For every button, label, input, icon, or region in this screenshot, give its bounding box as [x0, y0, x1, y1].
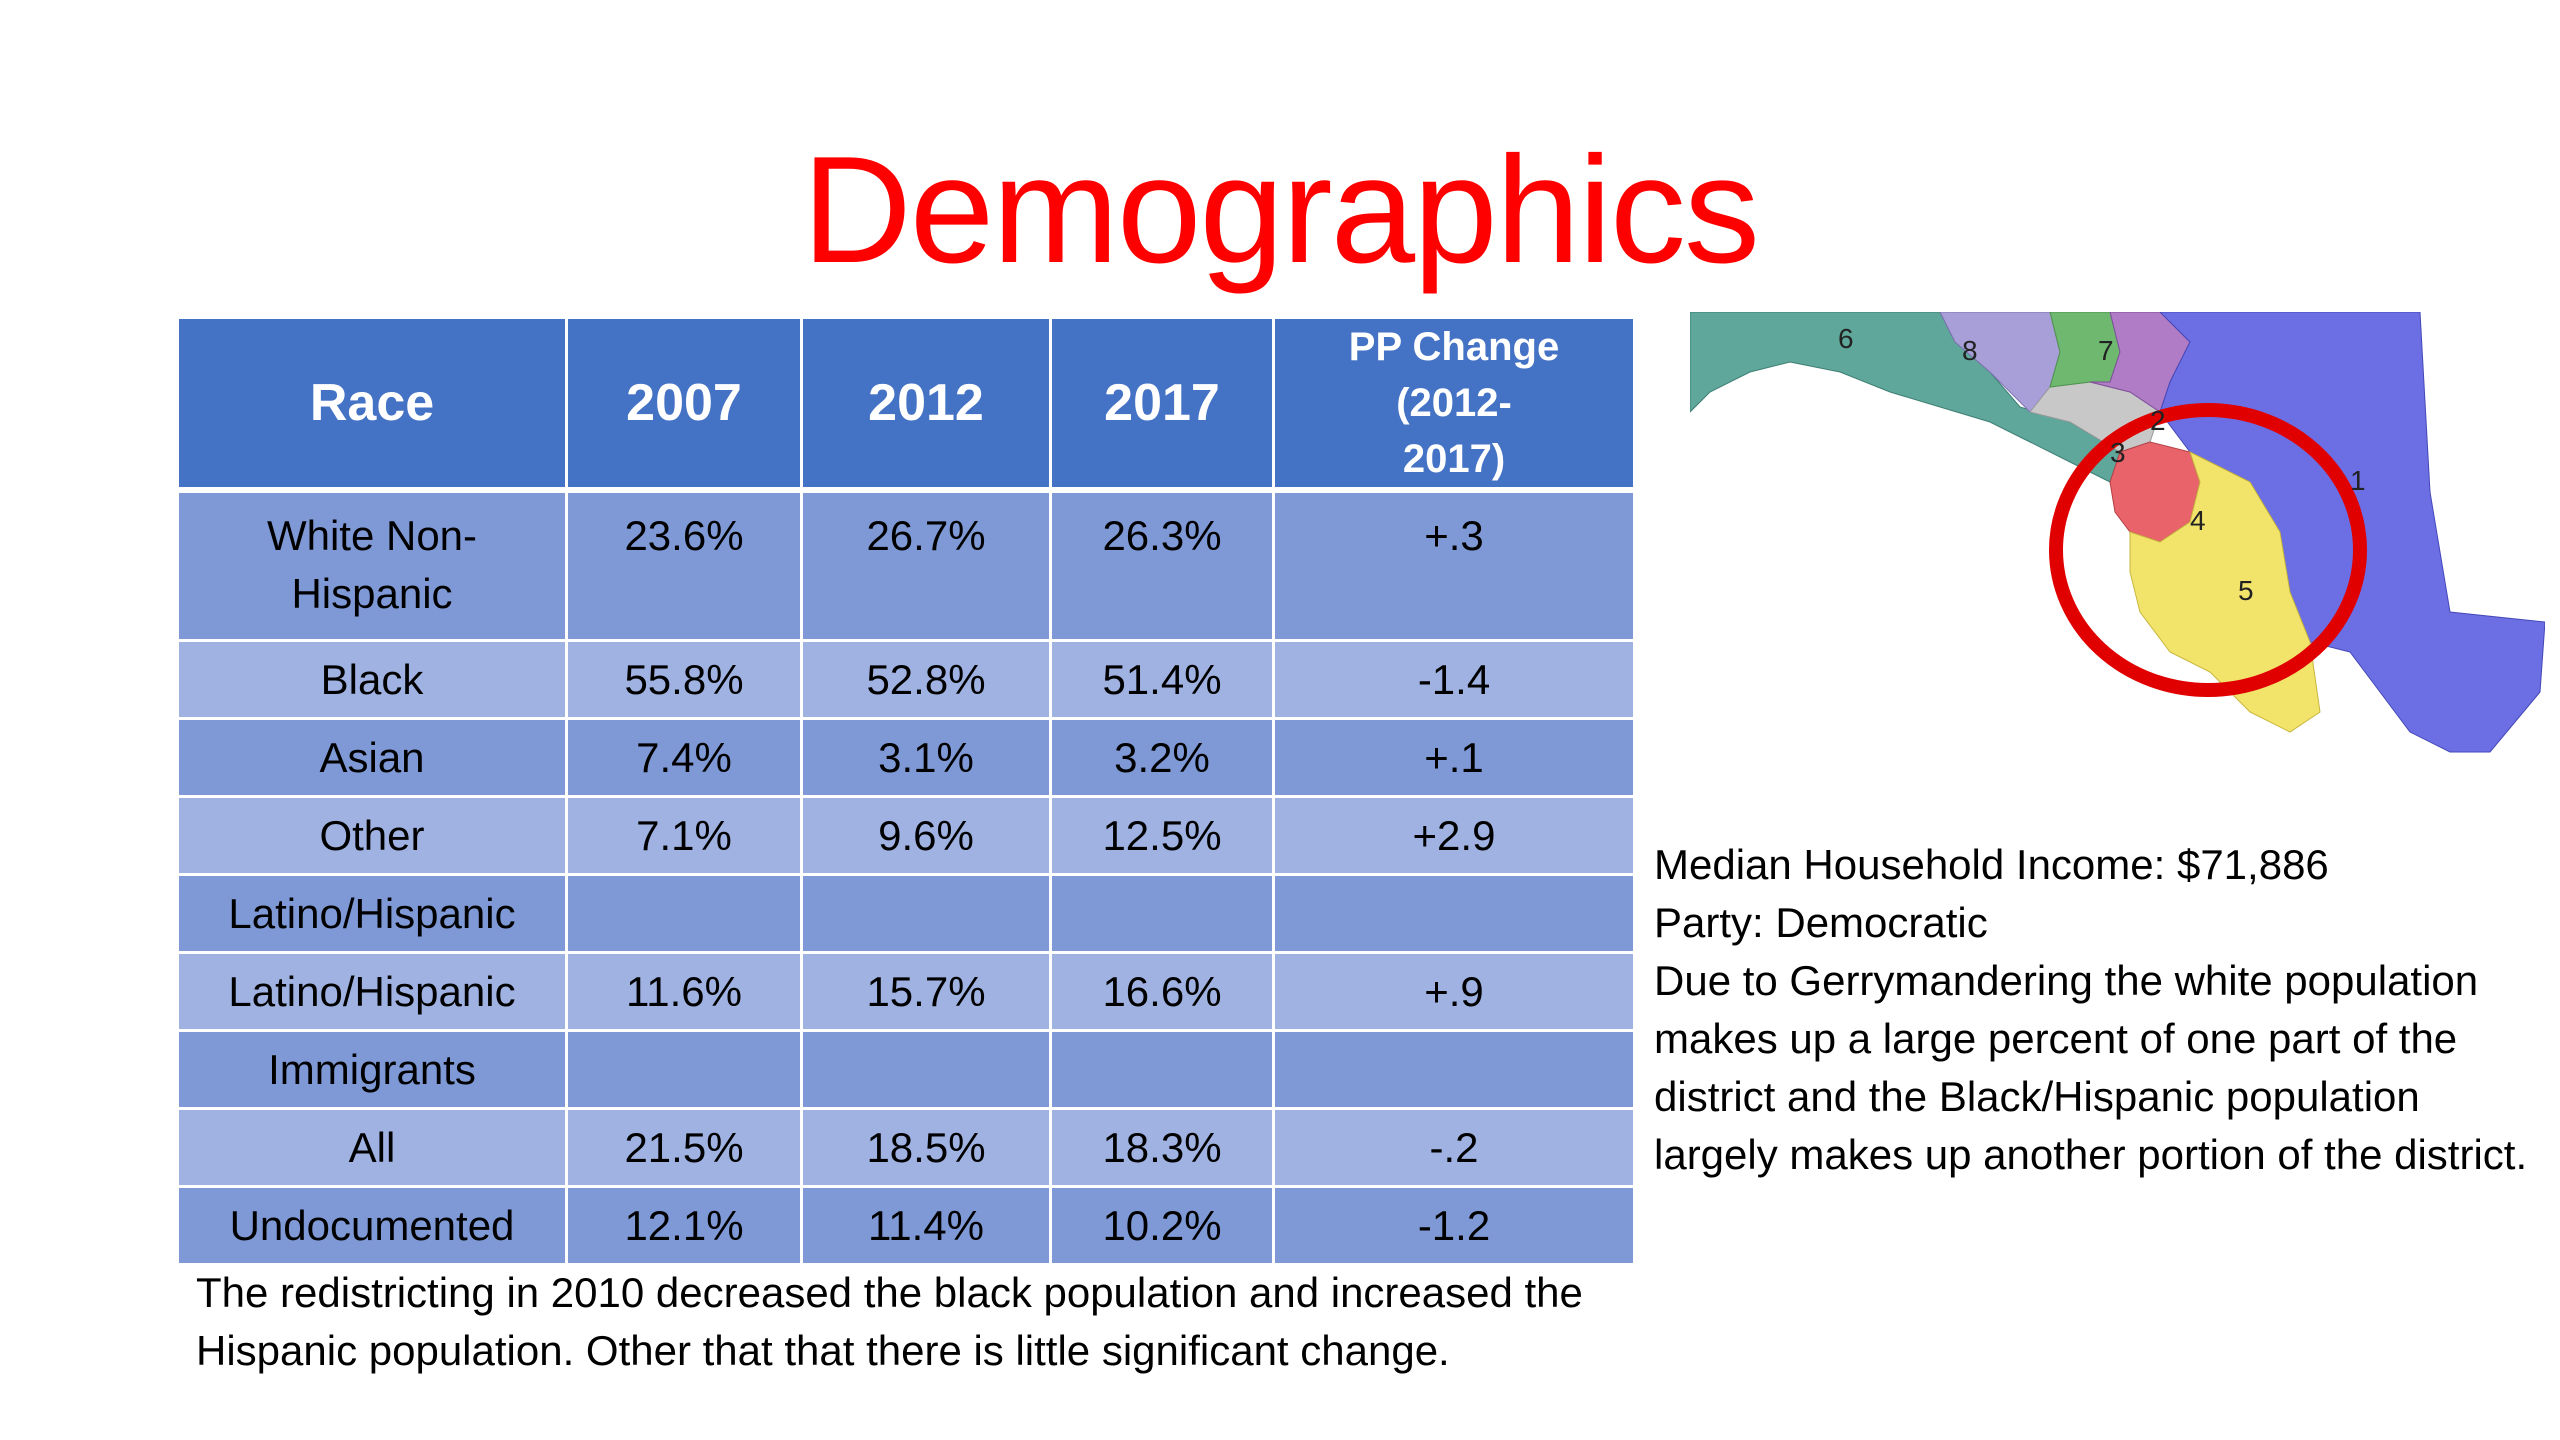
race-line1: White Non- [266, 512, 478, 559]
value-2012: 9.6% [800, 795, 1052, 876]
value-pp: +2.9 [1272, 795, 1636, 876]
value-2017: 10.2% [1049, 1185, 1275, 1266]
median-income: Median Household Income: $71,886 [1654, 841, 2329, 888]
value-2007: 12.1% [565, 1185, 803, 1266]
race-cell: Black [176, 639, 568, 720]
header-2012: 2012 [800, 316, 1052, 493]
district-label: 1 [2350, 465, 2366, 496]
value-2017: 16.6% [1049, 951, 1275, 1032]
value-2012 [800, 873, 1052, 954]
district-label: 4 [2190, 505, 2206, 536]
district-label: 3 [2110, 437, 2126, 468]
header-pp-line2: 2017) [1402, 437, 1506, 481]
value-2007: 55.8% [565, 639, 803, 720]
value-2012: 18.5% [800, 1107, 1052, 1188]
value-2007 [565, 1029, 803, 1110]
race-line2: Hispanic [291, 570, 453, 617]
district-5-region [2129, 451, 2321, 733]
header-race: Race [176, 316, 568, 493]
table-row: White Non- Hispanic 23.6% 26.7% 26.3% +.… [176, 488, 1636, 642]
race-cell: Latino/Hispanic [176, 951, 568, 1032]
race-cell: Immigrants [176, 1029, 568, 1110]
value-2012: 11.4% [800, 1185, 1052, 1266]
value-2007: 11.6% [565, 951, 803, 1032]
value-2012: 52.8% [800, 639, 1052, 720]
value-pp [1272, 1029, 1636, 1110]
table-row: Immigrants [176, 1029, 1636, 1110]
value-2007: 21.5% [565, 1107, 803, 1188]
header-2007: 2007 [565, 316, 803, 493]
redistricting-note: The redistricting in 2010 decreased the … [196, 1269, 1583, 1374]
district-label: 6 [1838, 323, 1854, 354]
district-map: 6 8 7 2 3 1 4 5 [1689, 311, 2546, 762]
value-2012: 26.7% [800, 488, 1052, 642]
header-2017: 2017 [1049, 316, 1275, 493]
value-2017 [1049, 1029, 1275, 1110]
side-text: Median Household Income: $71,886 Party: … [1654, 836, 2534, 1184]
value-2007: 7.4% [565, 717, 803, 798]
race-cell: Latino/Hispanic [176, 873, 568, 954]
table-row: Other 7.1% 9.6% 12.5% +2.9 [176, 795, 1636, 876]
value-2007: 7.1% [565, 795, 803, 876]
value-pp: -1.2 [1272, 1185, 1636, 1266]
value-pp: +.9 [1272, 951, 1636, 1032]
value-2017 [1049, 873, 1275, 954]
value-2017: 51.4% [1049, 639, 1275, 720]
value-2017: 18.3% [1049, 1107, 1275, 1188]
gerrymandering-note: Due to Gerrymandering the white populati… [1654, 957, 2528, 1178]
district-label: 5 [2238, 575, 2254, 606]
value-pp: -.2 [1272, 1107, 1636, 1188]
header-pp-line1: PP Change (2012- [1348, 325, 1560, 425]
table-row: All 21.5% 18.5% 18.3% -.2 [176, 1107, 1636, 1188]
value-2012: 15.7% [800, 951, 1052, 1032]
table-header-row: Race 2007 2012 2017 PP Change (2012- 201… [176, 316, 1636, 493]
value-pp: +.3 [1272, 488, 1636, 642]
race-cell: White Non- Hispanic [176, 488, 568, 642]
race-cell: All [176, 1107, 568, 1188]
race-cell: Undocumented [176, 1185, 568, 1266]
value-2017: 3.2% [1049, 717, 1275, 798]
district-label: 8 [1962, 335, 1978, 366]
highlight-circle [2049, 403, 2367, 697]
table-row: Asian 7.4% 3.1% 3.2% +.1 [176, 717, 1636, 798]
table-row: Undocumented 12.1% 11.4% 10.2% -1.2 [176, 1185, 1636, 1266]
slide-title: Demographics [802, 125, 1760, 295]
race-cell: Asian [176, 717, 568, 798]
party: Party: Democratic [1654, 899, 1988, 946]
race-cell: Other [176, 795, 568, 876]
value-2017: 26.3% [1049, 488, 1275, 642]
value-2012: 3.1% [800, 717, 1052, 798]
demographics-table: Race 2007 2012 2017 PP Change (2012- 201… [176, 316, 1636, 1266]
value-pp: +.1 [1272, 717, 1636, 798]
table-row: Latino/Hispanic [176, 873, 1636, 954]
table-row: Latino/Hispanic 11.6% 15.7% 16.6% +.9 [176, 951, 1636, 1032]
value-2007: 23.6% [565, 488, 803, 642]
value-2007 [565, 873, 803, 954]
district-label: 2 [2150, 405, 2166, 436]
district-label: 7 [2098, 335, 2114, 366]
table-row: Black 55.8% 52.8% 51.4% -1.4 [176, 639, 1636, 720]
value-2017: 12.5% [1049, 795, 1275, 876]
value-2012 [800, 1029, 1052, 1110]
value-pp: -1.4 [1272, 639, 1636, 720]
value-pp [1272, 873, 1636, 954]
header-pp-change: PP Change (2012- 2017) [1272, 316, 1636, 493]
